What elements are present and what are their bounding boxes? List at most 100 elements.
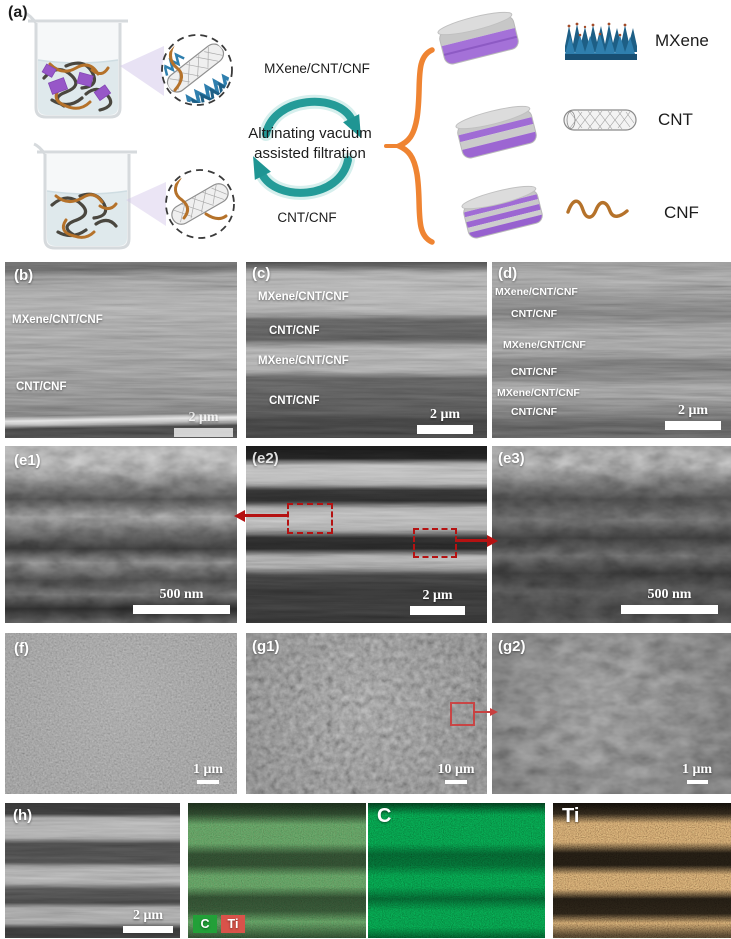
scale-bar-line (621, 605, 718, 614)
legend-label-cnt: CNT (658, 110, 693, 129)
layer-label: CNT/CNF (511, 406, 558, 418)
scale-bar-line (417, 425, 473, 434)
layer-label: CNT/CNF (16, 381, 67, 393)
layer-label: CNT/CNF (269, 395, 320, 407)
roi-box-left (287, 503, 333, 534)
scale-bar-text: 1 μm (681, 762, 713, 777)
fabrication-schematic (23, 11, 637, 250)
panel-h-label: (h) (13, 807, 33, 824)
scale-bar-line (410, 606, 465, 615)
layer-label: CNT/CNF (269, 325, 320, 337)
bottom-suspension-label: CNT/CNF (277, 210, 337, 225)
sem-texture (5, 633, 237, 794)
film-disc-4layer (455, 105, 538, 160)
film-disc-6layer (461, 185, 544, 240)
sem-texture (492, 633, 731, 794)
panel-b-image (5, 262, 237, 438)
eds-band-overlay (368, 803, 545, 938)
film-disc-bilayer (437, 11, 520, 66)
scale-bar-h: 2 μm (123, 909, 173, 933)
process-text: Altrinating vacuum assisted filtration (236, 124, 384, 163)
layer-label: MXene/CNT/CNF (503, 339, 586, 351)
curly-brace (384, 47, 435, 245)
roi-arrow-right-head (487, 535, 498, 547)
sem-texture (246, 446, 487, 623)
roi-arrow-right-line (455, 539, 487, 542)
sem-texture (492, 446, 731, 623)
scale-bar-text: 2 μm (132, 908, 164, 923)
scale-bar-d: 2 μm (665, 404, 721, 430)
panel-e2-label: (e2) (252, 450, 279, 467)
eds-carbon-map (368, 803, 545, 938)
sem-texture (5, 446, 237, 623)
top-suspension-label: MXene/CNT/CNF (264, 61, 370, 76)
panel-c-image (246, 262, 487, 438)
panel-g2-image (492, 633, 731, 794)
eds-titanium-map (553, 803, 731, 938)
process-text-line1: Altrinating vacuum (248, 125, 372, 142)
scale-bar-text: 500 nm (647, 587, 692, 602)
sem-texture (5, 803, 180, 938)
roi-arrow-g1-head (490, 708, 498, 716)
panel-g1-image (246, 633, 487, 794)
magnifier-mxene-cnt (161, 34, 233, 106)
layer-label: MXene/CNT/CNF (497, 387, 580, 399)
scale-bar-line (686, 780, 708, 784)
legend-label-mxene: MXene (655, 31, 709, 50)
eds-combined-legend: C Ti (193, 915, 249, 933)
zoom-beam-bottom (126, 182, 166, 226)
magnifier-cnt-cnf (165, 169, 235, 239)
cnf-icon (566, 199, 629, 219)
legend-label-cnf: CNF (664, 203, 699, 222)
mxene-icon (565, 22, 637, 60)
zoom-beam-top (120, 46, 164, 96)
eds-band-overlay (553, 803, 731, 938)
panel-a-label: (a) (8, 4, 28, 21)
scale-bar-text: 2 μm (188, 410, 219, 425)
eds-c-map-label: C (377, 805, 392, 827)
scale-bar-text: 2 μm (429, 407, 461, 422)
scale-bar-f: 1 μm (191, 763, 225, 784)
sem-texture (246, 633, 487, 794)
panel-g1-label: (g1) (252, 638, 280, 655)
eds-ti-map-label: Ti (562, 805, 580, 827)
panel-e1-label: (e1) (14, 452, 41, 469)
scale-bar-text: 2 μm (677, 403, 709, 418)
scale-bar-text: 10 μm (437, 762, 475, 777)
scale-bar-e1: 500 nm (133, 588, 230, 614)
eds-band-overlay (188, 803, 366, 938)
panel-h-image (5, 803, 180, 938)
scale-bar-g2: 1 μm (679, 763, 715, 784)
scale-bar-text: 2 μm (422, 588, 453, 603)
layer-label: CNT/CNF (511, 308, 558, 320)
process-text-line2: assisted filtration (254, 144, 366, 162)
roi-box-g1 (450, 702, 475, 726)
scale-bar-line (174, 428, 233, 437)
panel-e3-label: (e3) (498, 450, 525, 467)
scale-bar-line (665, 421, 721, 430)
scale-bar-line (133, 605, 230, 614)
scale-bar-line (445, 780, 467, 784)
panel-c-label: (c) (252, 265, 271, 282)
beaker-mxene-cnt-cnf (23, 11, 130, 119)
scale-bar-line (123, 926, 173, 933)
scale-bar-b: 2 μm (174, 411, 233, 437)
scale-bar-e3: 500 nm (621, 588, 718, 614)
panel-e1-image (5, 446, 237, 623)
panel-e3-image (492, 446, 731, 623)
scale-bar-e2: 2 μm (410, 589, 465, 615)
scale-bar-c: 2 μm (417, 408, 473, 434)
scale-bar-text: 500 nm (159, 587, 204, 602)
cycle-arrows (253, 94, 361, 200)
scale-bar-text: 1 μm (192, 762, 224, 777)
scale-bar-line (197, 780, 219, 784)
eds-legend-ti-badge: Ti (221, 915, 245, 933)
eds-combined-map (188, 803, 366, 938)
panel-g2-label: (g2) (498, 638, 526, 655)
sem-texture (5, 262, 237, 438)
scale-bar-g1: 10 μm (437, 763, 475, 784)
layer-label: MXene/CNT/CNF (12, 314, 103, 326)
layer-label: CNT/CNF (511, 366, 558, 378)
roi-arrow-left-line (244, 514, 287, 517)
panel-d-image (492, 262, 731, 438)
